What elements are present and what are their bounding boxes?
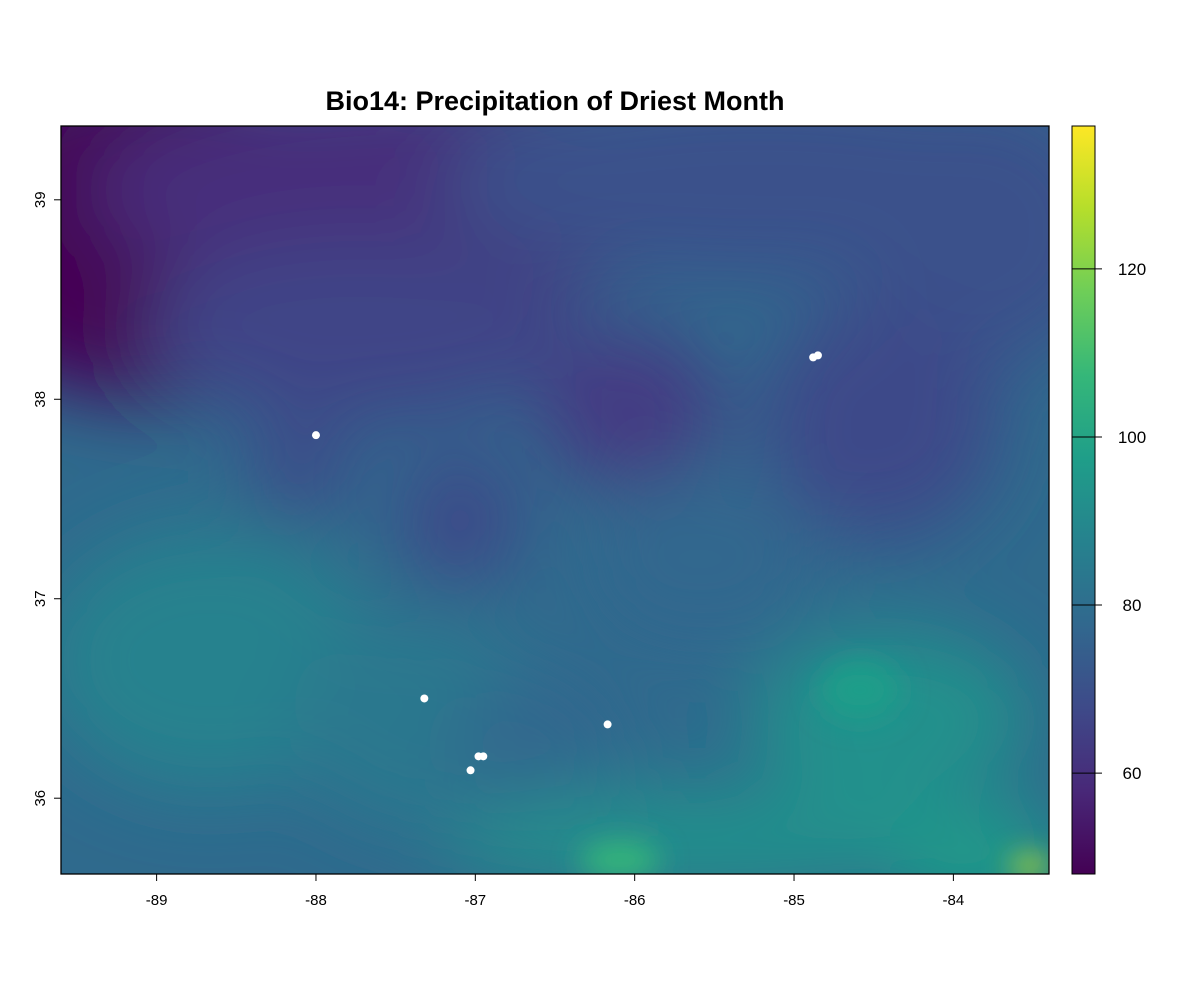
colorbar-tick-label: 60 <box>1123 764 1142 783</box>
x-tick-label: -84 <box>943 892 965 909</box>
x-tick-label: -85 <box>783 892 805 909</box>
colorbar-tick-label: 100 <box>1118 428 1146 447</box>
colorbar-tick-label: 120 <box>1118 260 1146 279</box>
occurrence-point <box>479 752 488 761</box>
y-tick-label: 39 <box>32 191 49 208</box>
map-frame <box>60 125 1050 875</box>
colorbar <box>1071 125 1096 875</box>
raster-layer <box>61 126 1049 874</box>
x-tick-label: -86 <box>624 892 646 909</box>
y-axis: 39 38 37 36 <box>32 191 61 807</box>
x-tick-label: -89 <box>146 892 168 909</box>
colorbar-ticks: 60 80 100 120 <box>1072 260 1146 783</box>
y-tick-label: 36 <box>32 790 49 807</box>
y-tick-label: 37 <box>32 590 49 607</box>
occurrence-point <box>420 694 429 703</box>
colorbar-tick-label: 80 <box>1123 596 1142 615</box>
map-title: Bio14: Precipitation of Driest Month <box>325 86 784 116</box>
occurrence-point <box>813 351 822 360</box>
x-tick-label: -88 <box>305 892 327 909</box>
occurrence-points <box>311 351 822 775</box>
y-tick-label: 38 <box>32 391 49 408</box>
x-axis: -89 -88 -87 -86 -85 -84 <box>146 874 964 909</box>
x-tick-label: -87 <box>464 892 486 909</box>
occurrence-point <box>311 431 320 440</box>
occurrence-point <box>466 766 475 775</box>
occurrence-point <box>603 720 612 729</box>
